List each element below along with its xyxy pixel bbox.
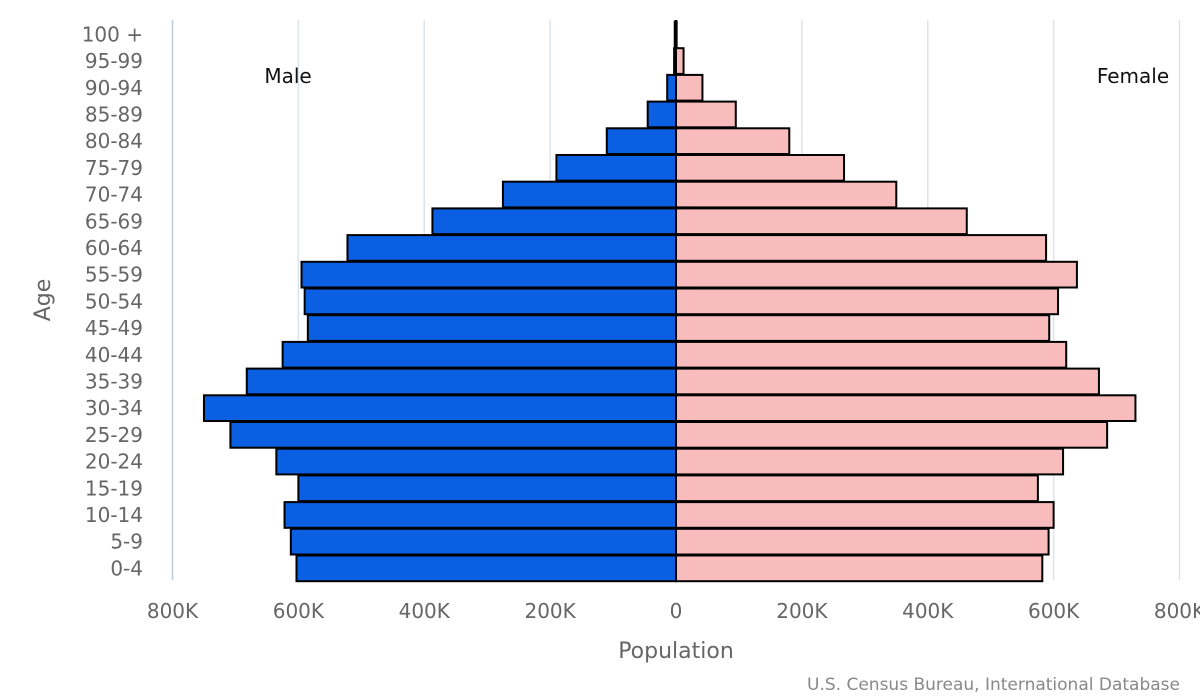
source-credit: U.S. Census Bureau, International Databa… xyxy=(807,675,1180,695)
y-tick-label: 100 + xyxy=(82,22,143,46)
y-tick-label: 95-99 xyxy=(85,49,143,73)
x-tick-label: 0 xyxy=(670,599,683,623)
y-tick-label: 40-44 xyxy=(85,343,143,367)
labels: 800K 600K 400K 200K 0 200K 400K 600K 800K 100 + 95… xyxy=(82,22,1200,623)
female-bar xyxy=(675,527,1050,556)
x-tick-label: 400K xyxy=(902,599,954,623)
y-tick-label: 5-9 xyxy=(110,530,143,554)
y-axis-title: Age xyxy=(31,279,56,322)
female-bar xyxy=(675,394,1137,422)
y-tick-label: 20-24 xyxy=(85,450,143,474)
x-axis-title: Population xyxy=(618,639,734,664)
female-bar xyxy=(675,154,846,182)
female-bar xyxy=(675,234,1048,262)
y-tick-label: 85-89 xyxy=(85,102,143,126)
female-bar xyxy=(675,501,1055,529)
x-tick-label: 400K xyxy=(399,599,451,623)
male-bar xyxy=(283,501,677,529)
male-bar xyxy=(306,314,677,342)
female-bar xyxy=(675,554,1044,583)
female-bar xyxy=(675,127,791,156)
female-bar xyxy=(675,260,1078,289)
male-bar xyxy=(646,100,677,129)
male-bar xyxy=(605,127,677,156)
y-tick-label: 45-49 xyxy=(85,316,143,340)
y-tick-label: 10-14 xyxy=(85,503,143,527)
male-bar xyxy=(555,154,678,182)
male-bar xyxy=(281,340,677,369)
x-tick-label: 800K xyxy=(1154,599,1200,623)
y-tick-label: 75-79 xyxy=(85,156,143,180)
male-bar xyxy=(303,287,677,316)
male-side-label: Male xyxy=(264,64,311,88)
male-bar xyxy=(245,367,678,396)
female-bar xyxy=(675,73,704,102)
y-tick-label: 70-74 xyxy=(85,183,143,207)
female-bar xyxy=(675,447,1065,476)
female-bar xyxy=(675,340,1068,369)
y-tick-label: 35-39 xyxy=(85,369,143,393)
y-tick-label: 0-4 xyxy=(110,556,143,580)
y-tick-label: 65-69 xyxy=(85,209,143,233)
bars xyxy=(202,20,1137,583)
female-bar xyxy=(675,180,898,209)
male-bar xyxy=(229,421,677,449)
x-tick-label: 200K xyxy=(524,599,576,623)
male-bar xyxy=(666,73,677,102)
y-tick-label: 80-84 xyxy=(85,129,143,153)
x-tick-label: 600K xyxy=(1028,599,1080,623)
female-bar xyxy=(675,47,685,75)
y-tick-label: 90-94 xyxy=(85,76,143,100)
male-bar xyxy=(275,447,677,476)
male-bar xyxy=(346,234,677,262)
y-tick-label: 25-29 xyxy=(85,423,143,447)
male-bar xyxy=(202,394,677,422)
y-tick-label: 15-19 xyxy=(85,476,143,500)
x-tick-label: 600K xyxy=(273,599,325,623)
male-bar xyxy=(297,474,677,503)
female-bar xyxy=(675,314,1051,342)
male-bar xyxy=(501,180,677,209)
y-tick-label: 55-59 xyxy=(85,263,143,287)
female-bar xyxy=(675,474,1039,503)
female-bar xyxy=(675,207,968,236)
male-bar xyxy=(300,260,677,289)
y-tick-label: 60-64 xyxy=(85,236,143,260)
female-bar xyxy=(675,287,1060,316)
y-tick-label: 30-34 xyxy=(85,396,143,420)
x-tick-label: 800K xyxy=(147,599,199,623)
female-bar xyxy=(675,367,1100,396)
male-bar xyxy=(289,527,677,556)
male-bar xyxy=(295,554,677,583)
x-tick-label: 200K xyxy=(776,599,828,623)
female-bar xyxy=(675,100,737,129)
y-tick-label: 50-54 xyxy=(85,289,143,313)
female-bar xyxy=(675,421,1109,449)
female-side-label: Female xyxy=(1097,64,1169,88)
male-bar xyxy=(431,207,678,236)
